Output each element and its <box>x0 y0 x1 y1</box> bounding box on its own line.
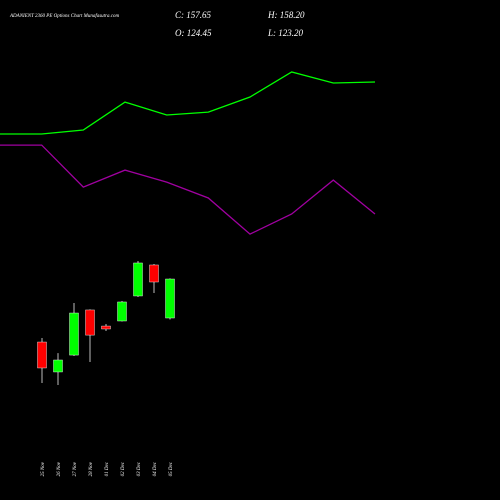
candle-body <box>101 325 111 330</box>
candle-body <box>69 312 79 356</box>
indicator-line <box>0 144 376 235</box>
chart-title: ADANIENT 2360 PE Options Chart Munafasut… <box>9 14 119 19</box>
x-tick-label: 02 Dec <box>121 461 126 476</box>
x-tick-label: 25 Nov <box>41 461 46 476</box>
indicator-line <box>0 71 376 135</box>
x-tick-label: 26 Nov <box>57 461 62 476</box>
x-tick-label: 27 Nov <box>73 461 78 476</box>
x-tick-label: 05 Dec <box>169 461 174 476</box>
x-tick-label: 01 Dec <box>105 461 110 476</box>
x-tick-label: 03 Dec <box>137 461 142 476</box>
candle-body <box>165 278 175 319</box>
candle-body <box>117 301 127 322</box>
x-tick-label: 04 Dec <box>153 461 158 476</box>
candle-body <box>85 309 95 336</box>
candle-body <box>149 264 159 283</box>
x-tick-label: 28 Nov <box>89 461 94 476</box>
candle-body <box>53 359 63 373</box>
candle-body <box>133 262 143 297</box>
low-label: L: 123.20 <box>267 28 304 38</box>
candle-body <box>37 341 47 369</box>
high-label: H: 158.20 <box>267 10 305 20</box>
close-label: C: 157.65 <box>175 10 212 20</box>
open-label: O: 124.45 <box>175 28 212 38</box>
